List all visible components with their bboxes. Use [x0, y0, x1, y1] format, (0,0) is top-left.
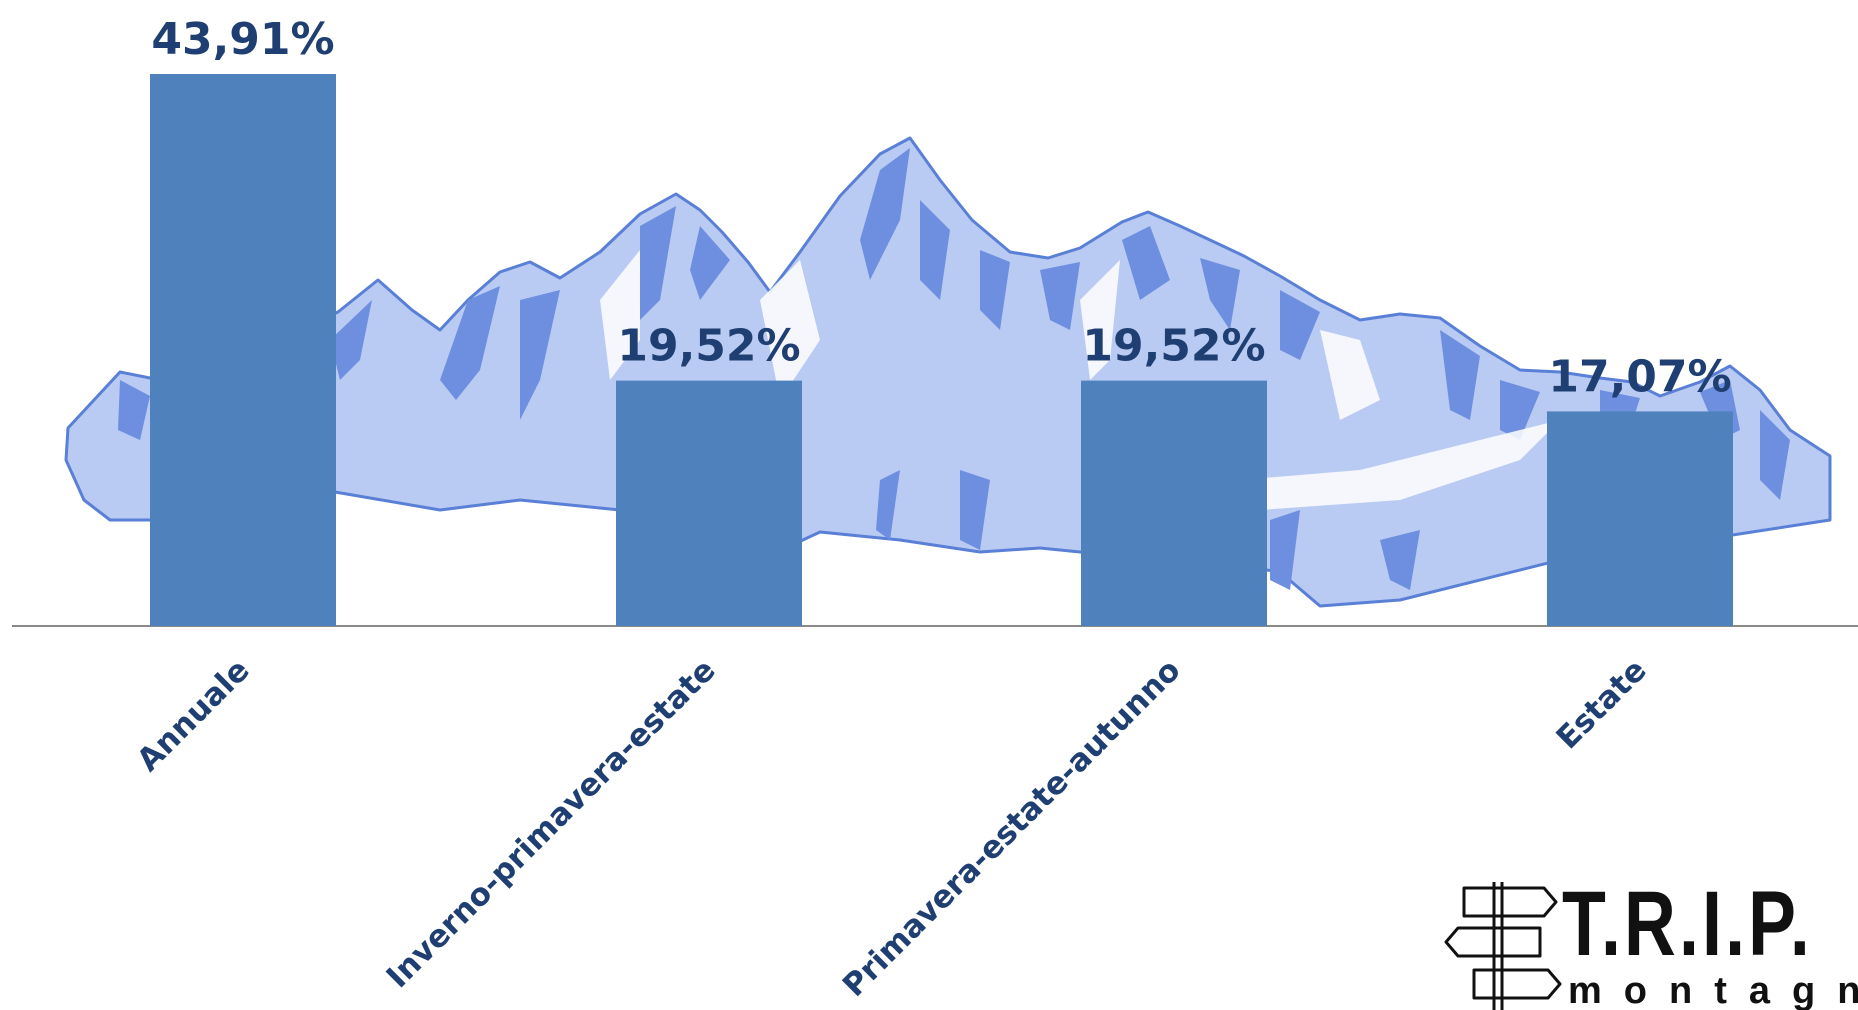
bars: [150, 74, 1733, 626]
logo-subtitle: montagna: [1568, 970, 1858, 1010]
trip-montagna-logo: T.R.I.P. montagna: [1444, 878, 1858, 1010]
mountain-illustration: [64, 136, 1832, 608]
mountain-shadows: [118, 148, 1790, 590]
value-label-3: 17,07%: [1548, 351, 1731, 402]
value-label-1: 19,52%: [617, 321, 800, 372]
snow-highlights: [600, 250, 1560, 510]
bar-3: [1547, 411, 1733, 626]
logo-title: T.R.I.P.: [1562, 878, 1813, 975]
category-label-2: Primavera-estate-autunno: [836, 652, 1188, 1004]
value-label-0: 43,91%: [151, 14, 334, 65]
category-label-3: Estate: [1550, 652, 1654, 756]
category-label-0: Annuale: [130, 652, 256, 778]
value-label-2: 19,52%: [1082, 321, 1265, 372]
signpost-icon: [1444, 882, 1562, 1010]
category-labels: Annuale Inverno-primavera-estate Primavera…: [130, 652, 1653, 1004]
value-labels: 43,91% 19,52% 19,52% 17,07%: [151, 14, 1731, 402]
bar-0: [150, 74, 336, 626]
bar-1: [616, 380, 802, 626]
category-label-1: Inverno-primavera-estate: [380, 652, 723, 995]
bar-2: [1081, 380, 1267, 626]
